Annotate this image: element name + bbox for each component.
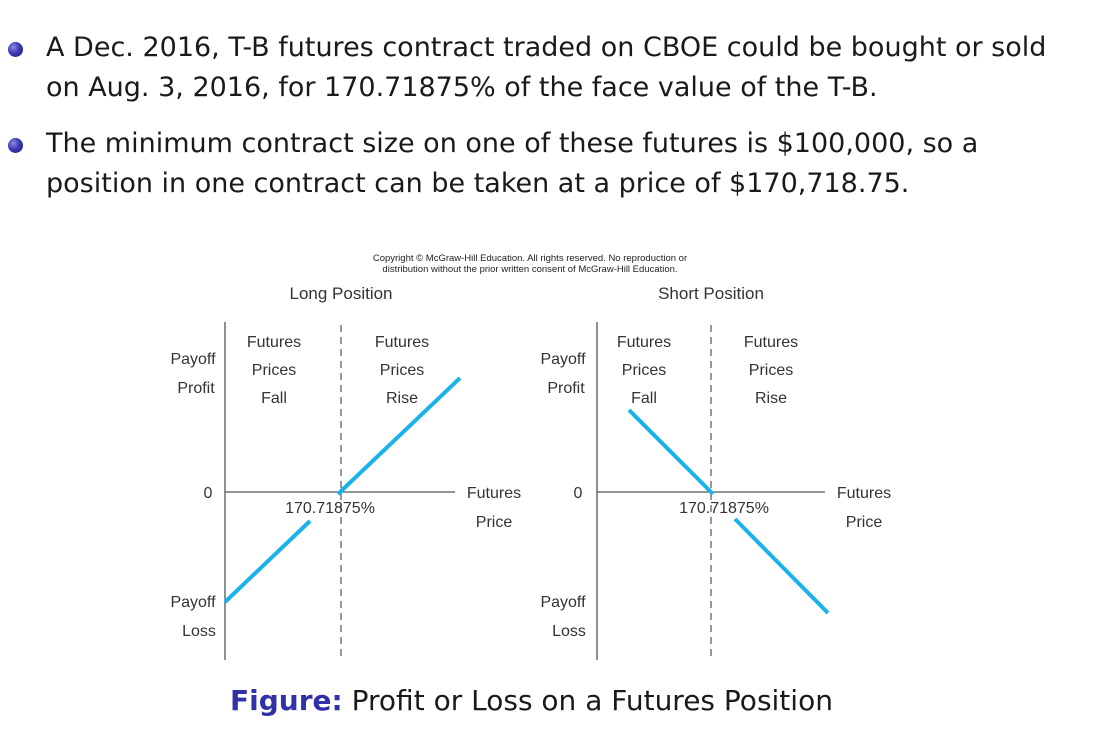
short-y-bottom-label-2: Loss bbox=[552, 623, 586, 640]
short-position-panel: Short Position Payoff Profit 0 Payoff Lo… bbox=[540, 284, 891, 660]
long-x-axis-label-2: Price bbox=[476, 514, 513, 531]
short-y-top-label-2: Profit bbox=[547, 380, 585, 397]
bullet-2-line-2: position in one contract can be taken at… bbox=[46, 168, 910, 199]
long-y-zero-label: 0 bbox=[204, 485, 213, 502]
copyright-line-1: Copyright © McGraw-Hill Education. All r… bbox=[372, 253, 688, 264]
short-y-top-label-1: Payoff bbox=[540, 351, 586, 368]
short-x-axis-label-1: Futures bbox=[837, 485, 891, 502]
figure-caption: Figure: Profit or Loss on a Futures Posi… bbox=[0, 681, 1063, 721]
bullet-2-line-1: The minimum contract size on one of thes… bbox=[46, 128, 979, 159]
long-right-region-label-2: Prices bbox=[380, 362, 424, 379]
short-left-region-label-3: Fall bbox=[631, 390, 657, 407]
short-left-region-label-1: Futures bbox=[617, 334, 671, 351]
long-breakeven-label: 170.71875% bbox=[285, 500, 375, 517]
short-right-region-label-2: Prices bbox=[749, 362, 793, 379]
long-y-top-label-1: Payoff bbox=[170, 351, 216, 368]
long-left-region-label-2: Prices bbox=[252, 362, 296, 379]
long-x-axis-label-1: Futures bbox=[467, 485, 521, 502]
short-y-bottom-label-1: Payoff bbox=[540, 594, 586, 611]
short-panel-title: Short Position bbox=[658, 284, 764, 303]
short-breakeven-label: 170.71875% bbox=[679, 500, 769, 517]
short-payoff-line-lower bbox=[733, 517, 830, 615]
long-payoff-line-upper bbox=[336, 376, 462, 496]
bullet-1-line-2: on Aug. 3, 2016, for 170.71875% of the f… bbox=[46, 72, 878, 103]
short-x-axis-label-2: Price bbox=[846, 514, 883, 531]
long-panel-title: Long Position bbox=[289, 284, 392, 303]
long-payoff-line-lower bbox=[223, 519, 312, 604]
short-right-region-label-3: Rise bbox=[755, 390, 787, 407]
bullet-item-2: The minimum contract size on one of thes… bbox=[46, 124, 978, 204]
copyright-line-2: distribution without the prior written c… bbox=[382, 264, 678, 275]
short-right-region-label-1: Futures bbox=[744, 334, 798, 351]
short-y-zero-label: 0 bbox=[574, 485, 583, 502]
short-payoff-line-upper bbox=[627, 408, 715, 496]
long-left-region-label-1: Futures bbox=[247, 334, 301, 351]
copyright-notice: Copyright © McGraw-Hill Education. All r… bbox=[300, 253, 760, 275]
long-position-panel: Long Position Payoff Profit 0 Payoff Los… bbox=[170, 284, 521, 660]
bullet-1-line-1: A Dec. 2016, T-B futures contract traded… bbox=[46, 32, 1047, 63]
long-y-bottom-label-1: Payoff bbox=[170, 594, 216, 611]
bullet-marker-2 bbox=[8, 138, 23, 153]
bullet-marker-1 bbox=[8, 42, 23, 57]
caption-prefix: Figure: bbox=[230, 684, 343, 717]
long-right-region-label-1: Futures bbox=[375, 334, 429, 351]
caption-text: Profit or Loss on a Futures Position bbox=[342, 684, 833, 717]
long-y-top-label-2: Profit bbox=[177, 380, 215, 397]
long-right-region-label-3: Rise bbox=[386, 390, 418, 407]
long-left-region-label-3: Fall bbox=[261, 390, 287, 407]
bullet-item-1: A Dec. 2016, T-B futures contract traded… bbox=[46, 28, 1046, 108]
short-left-region-label-2: Prices bbox=[622, 362, 666, 379]
long-y-bottom-label-2: Loss bbox=[182, 623, 216, 640]
